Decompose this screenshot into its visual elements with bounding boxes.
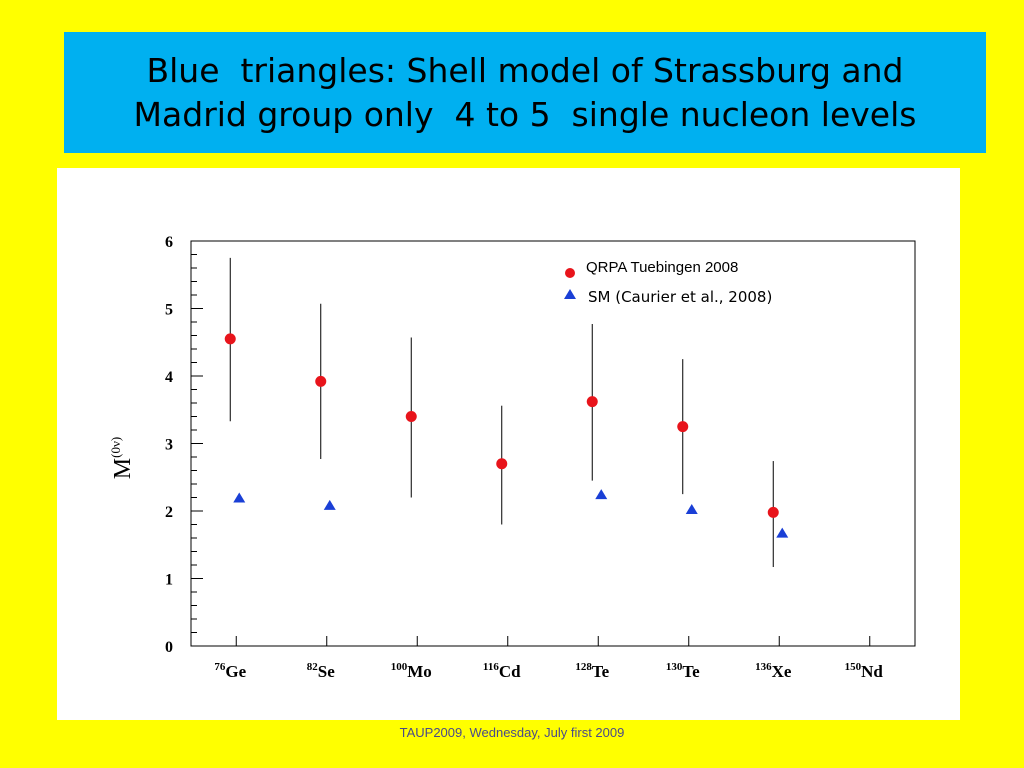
y-tick-label: 4 [165,369,173,386]
x-tick-label: 116Cd [483,661,521,681]
qrpa-point [767,506,779,518]
x-tick-label: 76Ge [214,661,246,681]
x-tick-label: 150Nd [845,661,884,681]
qrpa-point [315,375,327,387]
sm-point [233,492,246,503]
chart: 0 1 2 3 4 5 6 76Ge 82Se 100Mo 116Cd 128Te 130Te 136Xe… [108,234,916,681]
legend-qrpa-marker [565,268,575,278]
plot-panel: 0 1 2 3 4 5 6 76Ge 82Se 100Mo 116Cd 128Te 130Te 136Xe… [57,168,960,720]
legend-sm-marker [564,289,576,299]
x-tick-label: 100Mo [391,661,432,681]
qrpa-point [496,458,508,470]
x-tick-label: 136Xe [755,661,792,681]
sm-point [323,499,336,510]
y-tick-label: 5 [165,302,173,319]
slide-footer: TAUP2009, Wednesday, July first 2009 [399,725,625,740]
legend-qrpa-label: QRPA Tuebingen 2008 [586,259,738,276]
x-tick-label: 130Te [666,661,700,681]
y-tick-label: 2 [165,504,173,521]
y-tick-label: 6 [165,234,173,251]
y-tick-label: 3 [165,437,173,454]
qrpa-point [224,333,236,345]
plot-frame [190,240,916,647]
title-line-1: Blue triangles: Shell model of Strassbur… [146,50,904,90]
sm-point [595,489,608,500]
x-tick-label: 128Te [575,661,609,681]
title-line-2: Madrid group only 4 to 5 single nucleon … [133,94,917,134]
slide-title: Blue triangles: Shell model of Strassbur… [64,32,986,153]
y-tick-label: 0 [165,639,173,656]
y-axis-label: M(0ν) [108,437,136,479]
qrpa-point [405,411,417,422]
sm-point [685,503,698,514]
y-tick-label: 1 [165,572,173,589]
qrpa-point [586,396,598,408]
sm-point [776,527,789,538]
x-tick-label: 82Se [307,661,335,681]
legend-sm-label: SM (Caurier et al., 2008) [588,288,772,306]
qrpa-point [677,421,689,433]
